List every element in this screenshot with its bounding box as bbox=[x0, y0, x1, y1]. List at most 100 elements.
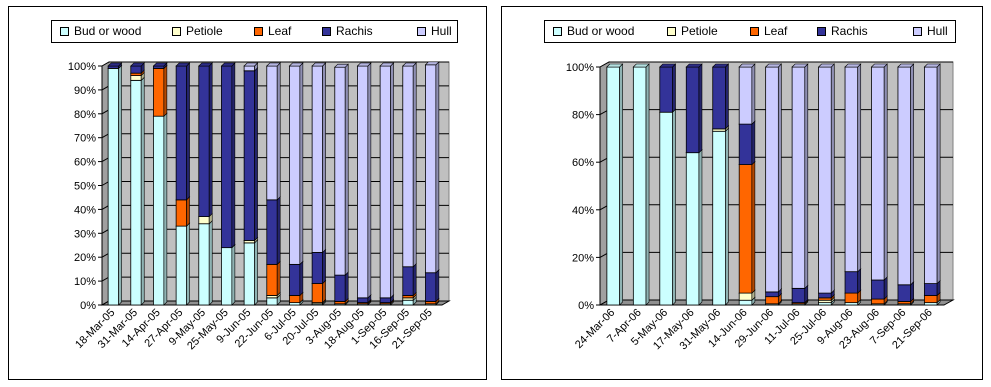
legend-swatch bbox=[553, 26, 562, 36]
bar-front bbox=[175, 199, 187, 227]
bar-side bbox=[751, 160, 756, 294]
bar-front bbox=[311, 65, 323, 253]
legend-swatch bbox=[172, 26, 181, 36]
bar-front bbox=[175, 65, 187, 201]
bar-segment bbox=[266, 260, 281, 297]
bar-segment bbox=[152, 64, 168, 117]
bar-front bbox=[791, 287, 806, 304]
bar-front bbox=[818, 66, 832, 294]
gridline bbox=[101, 61, 449, 67]
bar-segment bbox=[198, 62, 213, 218]
legend-item: Hull bbox=[417, 24, 452, 38]
bar-front bbox=[243, 242, 255, 306]
bar-top bbox=[870, 63, 888, 68]
bar-segment bbox=[685, 148, 703, 306]
bar-side bbox=[725, 127, 729, 306]
bar-front bbox=[738, 164, 753, 294]
bar-segment bbox=[243, 239, 259, 306]
bar-side bbox=[857, 63, 862, 273]
bar-front bbox=[266, 297, 278, 306]
legend-item: Petiole bbox=[172, 24, 223, 38]
legend-swatch bbox=[60, 26, 69, 36]
bar-front bbox=[685, 152, 700, 306]
bar-side bbox=[186, 196, 190, 227]
bar-front bbox=[425, 272, 437, 302]
legend-swatch bbox=[913, 26, 922, 36]
bar-top bbox=[198, 62, 213, 67]
bar-segment bbox=[791, 63, 809, 290]
bar-front bbox=[289, 65, 301, 265]
bar-front bbox=[130, 65, 142, 74]
bar-front bbox=[844, 66, 859, 273]
y-tick-label: 60% bbox=[572, 157, 594, 169]
y-tick-label: 20% bbox=[572, 252, 594, 264]
bar-segment bbox=[130, 62, 145, 74]
bar-front bbox=[765, 296, 779, 305]
bar-side bbox=[186, 62, 190, 201]
bar-front bbox=[153, 65, 165, 69]
bar-top bbox=[764, 63, 783, 68]
legend-label: Bud or wood bbox=[567, 24, 635, 38]
bar-top bbox=[606, 63, 624, 68]
bar-segment bbox=[659, 108, 677, 306]
bar-front bbox=[924, 283, 938, 296]
y-tick-label: 90% bbox=[74, 85, 96, 97]
chart-panel-2005: Bud or wood Petiole Leaf Rachis Hull 0% 10% 20%… bbox=[8, 6, 487, 380]
bar-front bbox=[632, 66, 647, 306]
bar-segment bbox=[606, 63, 624, 306]
bar-front bbox=[712, 130, 726, 306]
bar-segment bbox=[659, 63, 677, 113]
bar-side bbox=[672, 63, 676, 113]
y-tick-label: 100% bbox=[68, 61, 96, 73]
legend-swatch bbox=[817, 26, 826, 36]
bar-segment bbox=[764, 63, 783, 293]
legend-label: Leaf bbox=[764, 24, 788, 38]
bar-top bbox=[424, 61, 440, 66]
bar-front bbox=[289, 263, 301, 296]
bar-segment bbox=[402, 62, 417, 268]
bar-side bbox=[698, 148, 703, 306]
y-tick-label: 40% bbox=[74, 204, 96, 216]
bar-front bbox=[738, 299, 753, 306]
x-tick-label: 24-Mar-06 bbox=[573, 307, 617, 351]
bar-segment bbox=[334, 271, 349, 303]
bar-side bbox=[344, 271, 349, 303]
bar-top bbox=[897, 63, 915, 68]
bar-top bbox=[632, 63, 650, 68]
bar-top bbox=[791, 63, 809, 68]
bar-front bbox=[334, 66, 346, 276]
bar-side bbox=[322, 62, 326, 254]
bar-segment bbox=[152, 112, 168, 306]
bar-top bbox=[266, 62, 281, 67]
bar-front bbox=[924, 295, 938, 304]
bar-front bbox=[221, 247, 233, 306]
legend-item: Leaf bbox=[254, 24, 291, 38]
bar-side bbox=[186, 222, 190, 306]
legend-item: Bud or wood bbox=[60, 24, 141, 38]
bar-top bbox=[311, 62, 327, 67]
bar-side bbox=[672, 108, 676, 306]
bar-front bbox=[221, 65, 233, 249]
bar-segment bbox=[356, 62, 372, 299]
bar-segment bbox=[311, 62, 327, 254]
bar-front bbox=[266, 65, 278, 201]
bar-segment bbox=[870, 63, 888, 281]
bar-front bbox=[712, 66, 726, 130]
bar-front bbox=[334, 274, 346, 302]
legend-item: Rachis bbox=[817, 24, 868, 38]
bar-front bbox=[606, 66, 620, 306]
bar-side bbox=[435, 269, 440, 303]
bar-front bbox=[198, 223, 210, 306]
chart-panel-2006: Bud or wood Petiole Leaf Rachis Hull 0% 20% 40%… bbox=[501, 6, 983, 380]
bar-front bbox=[791, 66, 806, 289]
bar-front bbox=[175, 225, 187, 306]
bar-segment bbox=[844, 63, 862, 273]
bar-top bbox=[152, 62, 168, 67]
y-tick-label: 10% bbox=[74, 276, 96, 288]
y-tick-label: 80% bbox=[74, 109, 96, 121]
bar-segment bbox=[632, 63, 650, 306]
bar-segment bbox=[175, 196, 191, 227]
legend-item: Bud or wood bbox=[553, 24, 634, 38]
bar-front bbox=[897, 66, 912, 286]
y-tick-label: 0% bbox=[80, 300, 96, 312]
